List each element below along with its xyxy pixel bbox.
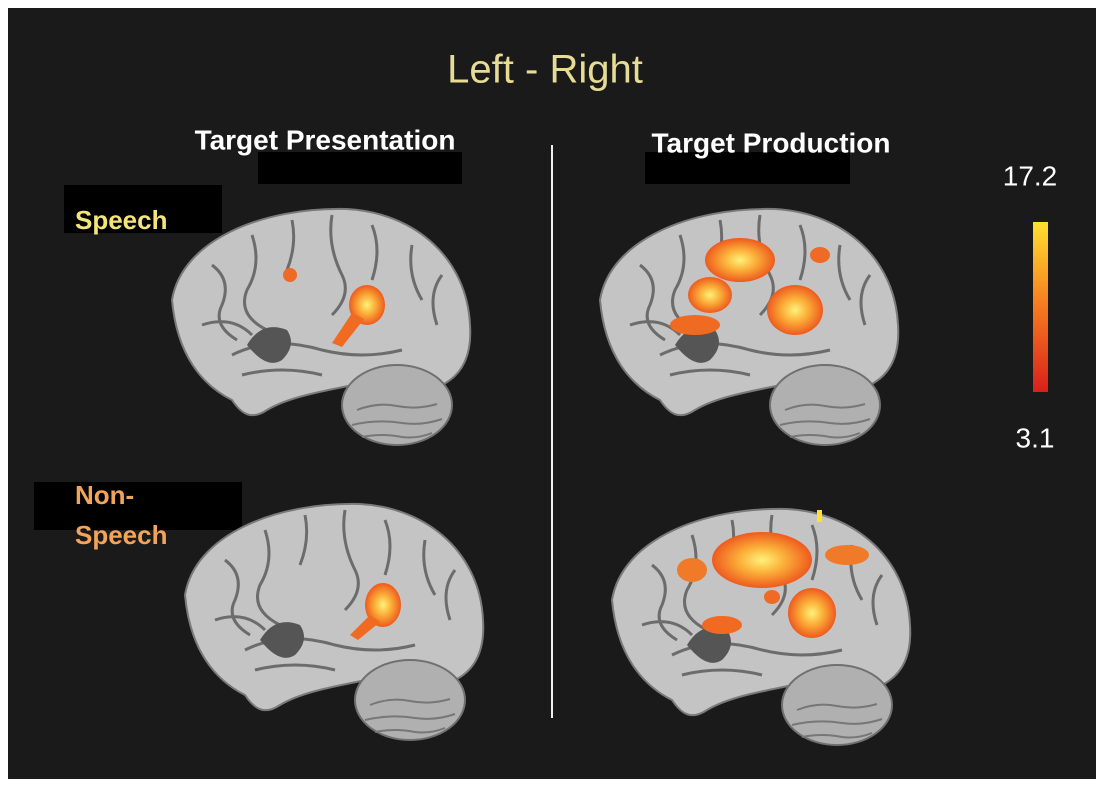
page: Left - Right Target Presentation Target … [0,0,1104,787]
label-box [258,152,462,184]
colorbar-min: 3.1 [1016,422,1055,453]
column-header: Target Presentation [195,124,456,155]
row-label: Non- [75,480,134,510]
column-header: Target Production [651,127,890,158]
colorbar-max: 17.2 [1003,160,1058,191]
colorbar [1033,222,1048,392]
row-label: Speech [75,520,168,550]
row-label: Speech [75,205,168,235]
figure-title: Left - Right [447,48,643,92]
figure: Left - Right Target Presentation Target … [0,0,1104,787]
